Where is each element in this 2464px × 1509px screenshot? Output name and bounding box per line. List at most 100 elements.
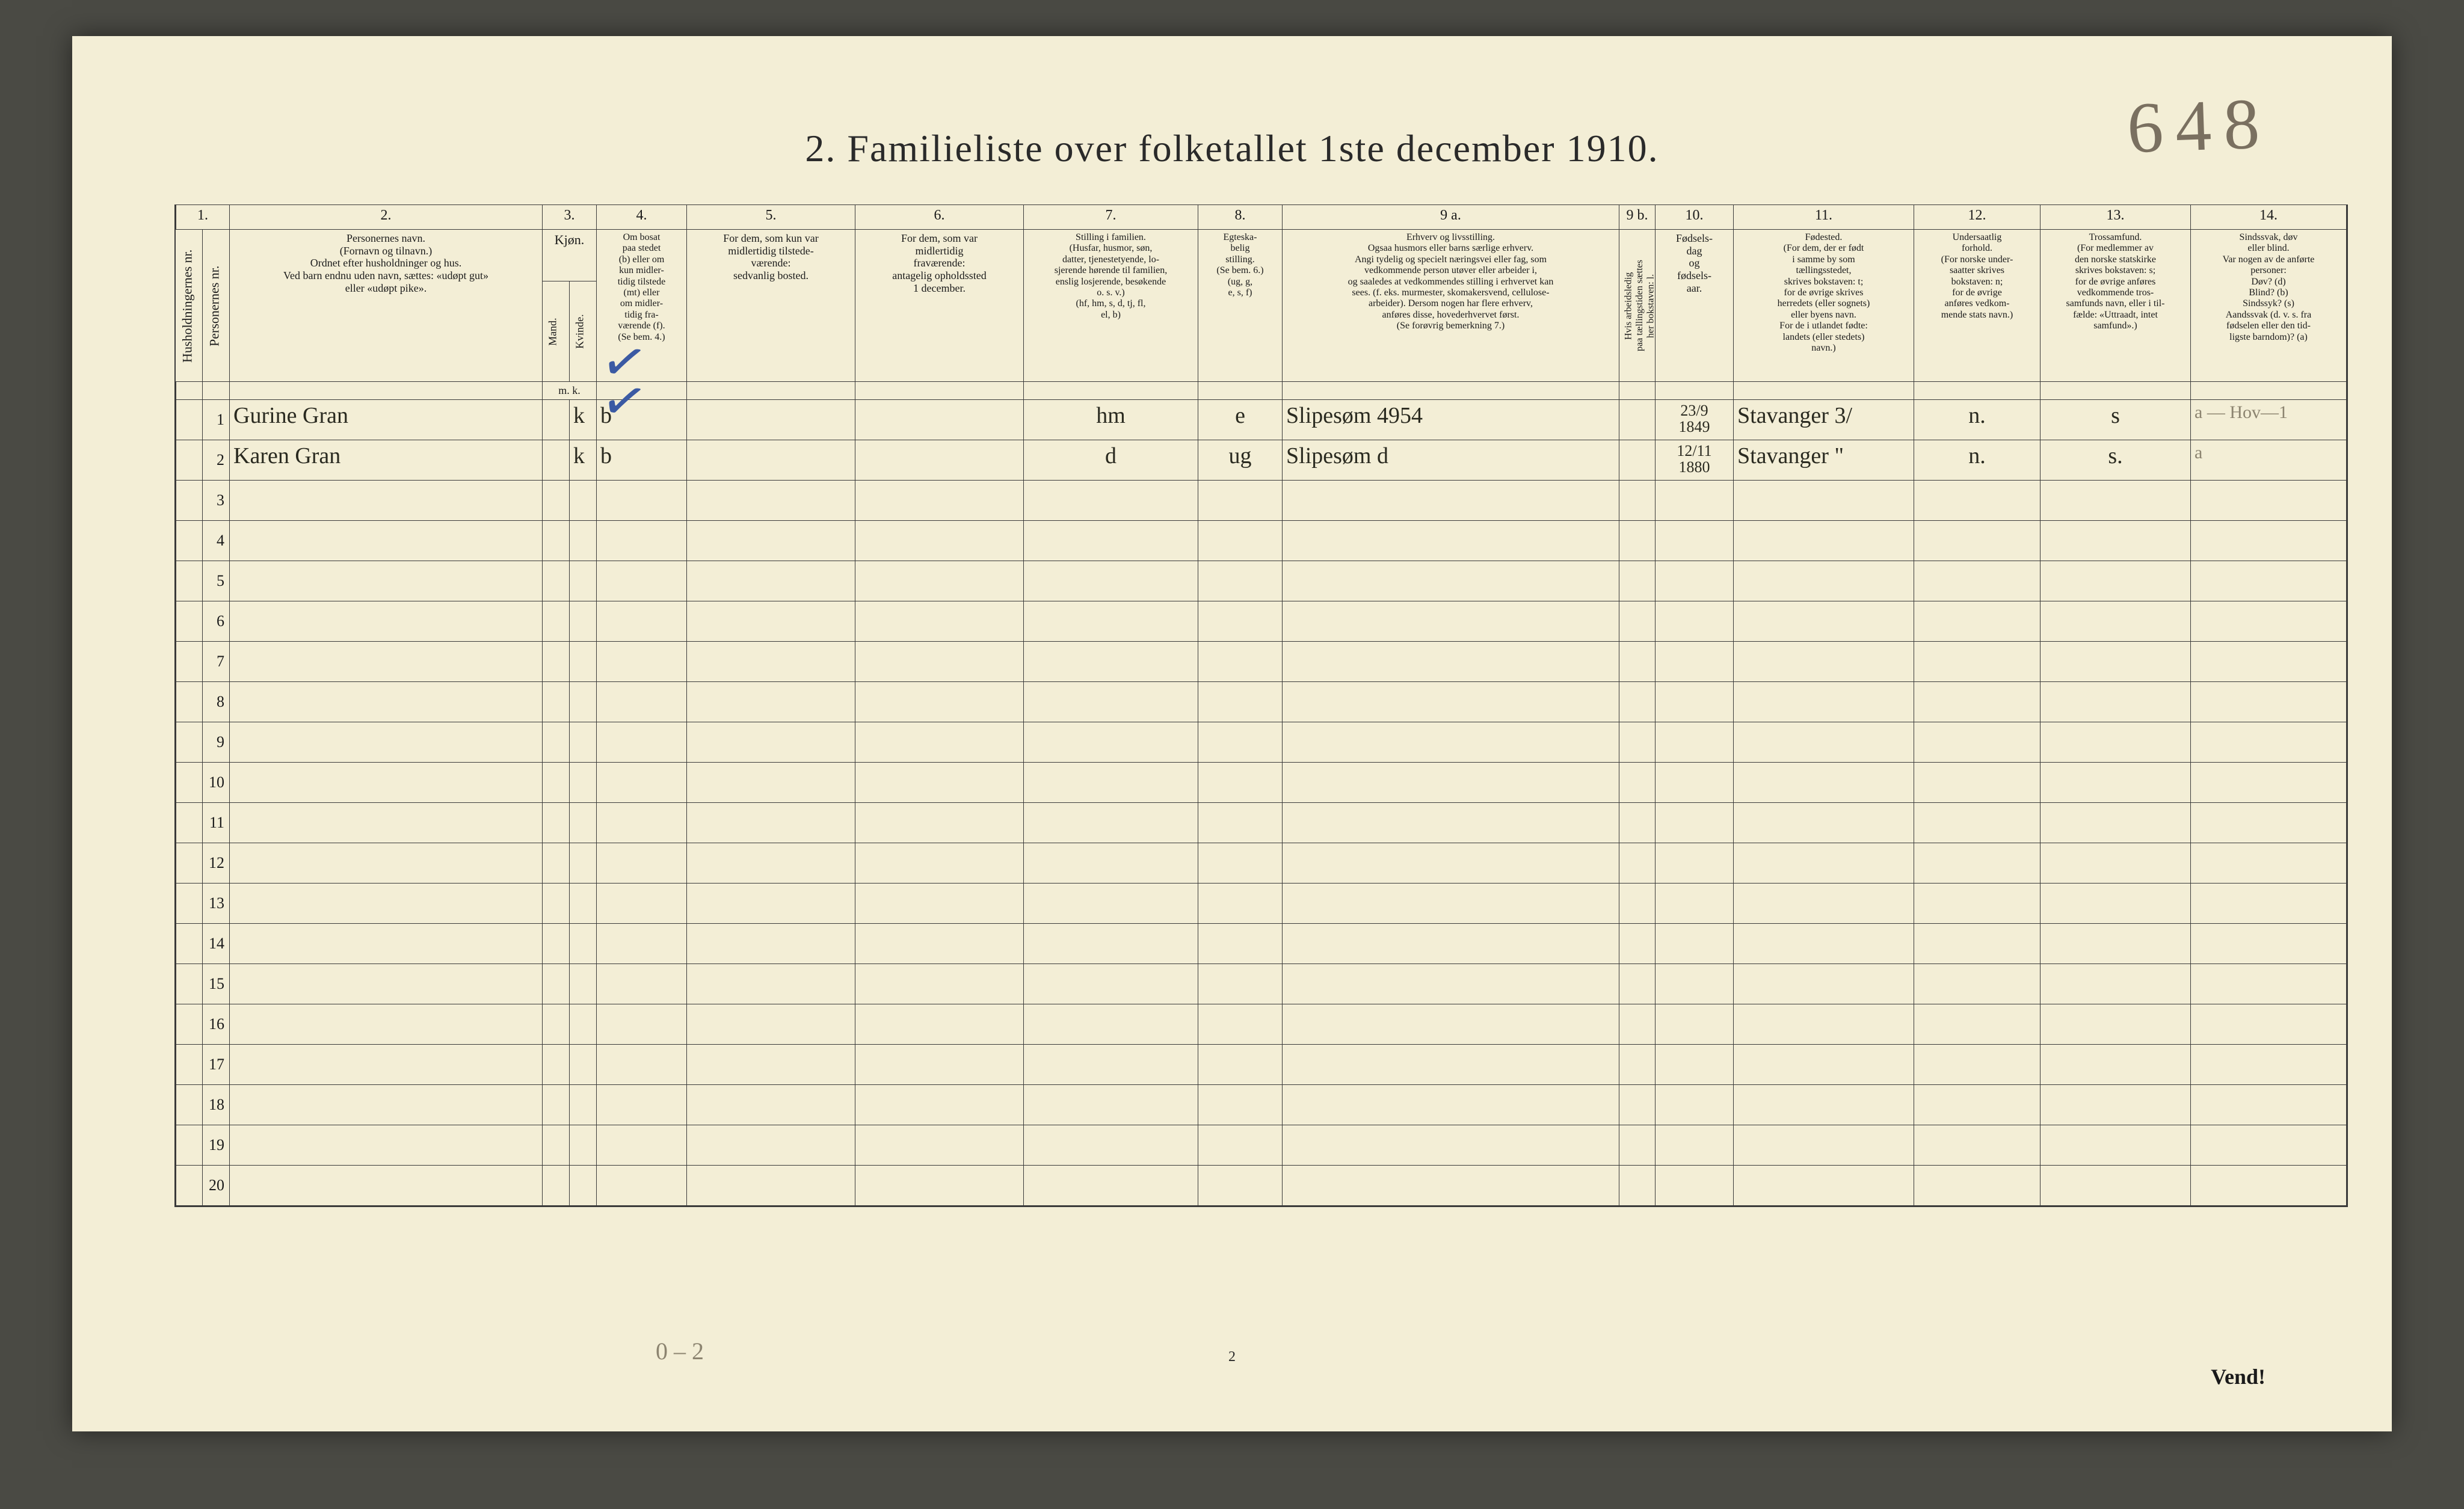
cell-empty: [1914, 1044, 2040, 1084]
colhead-3-sub: m. k.: [543, 382, 597, 400]
cell-kj-m: [543, 399, 570, 440]
cell-empty: [1619, 722, 1656, 762]
cell-empty: [855, 1004, 1024, 1044]
cell-empty: [1656, 1044, 1734, 1084]
colhead-13: Trossamfund. (For medlemmer av den norsk…: [2040, 230, 2191, 382]
cell-empty: [230, 561, 543, 601]
cell-empty: [1198, 681, 1283, 722]
cell-empty: [230, 1084, 543, 1125]
cell-hushold: [176, 762, 203, 802]
cell-empty: [2040, 963, 2191, 1004]
cell-empty: [687, 1004, 855, 1044]
census-table: 1. 2. 3. 4. 5. 6. 7. 8. 9 a. 9 b. 10. 11…: [174, 204, 2292, 1207]
table-row-empty: 16: [176, 1004, 2347, 1044]
cell-hushold: [176, 802, 203, 843]
colhead-7-blank: [1024, 382, 1198, 400]
cell-empty: [855, 923, 1024, 963]
cell-empty: [2040, 601, 2191, 641]
colhead-1b: Personernes nr.: [203, 230, 230, 382]
cell-9a: Slipesøm 4954: [1283, 399, 1619, 440]
cell-empty: [1656, 1125, 1734, 1165]
cell-empty: [597, 762, 687, 802]
colnum-12: 12.: [1914, 205, 2040, 230]
colnum-7: 7.: [1024, 205, 1198, 230]
cell-empty: [230, 601, 543, 641]
cell-empty: [855, 681, 1024, 722]
cell-empty: [543, 1004, 570, 1044]
cell-empty: [687, 601, 855, 641]
cell-empty: [1914, 1084, 2040, 1125]
cell-empty: [543, 1084, 570, 1125]
cell-empty: [855, 601, 1024, 641]
cell-empty: [1283, 641, 1619, 681]
colhead-14-blank: [2191, 382, 2347, 400]
cell-empty: [1198, 1084, 1283, 1125]
cell-empty: [1283, 963, 1619, 1004]
cell-empty: [2040, 923, 2191, 963]
cell-empty: [1914, 722, 2040, 762]
cell-empty: [570, 762, 597, 802]
cell-hushold: [176, 641, 203, 681]
cell-empty: [1914, 883, 2040, 923]
cell-empty: [543, 843, 570, 883]
cell-empty: [1656, 883, 1734, 923]
cell-empty: [855, 520, 1024, 561]
cell-empty: [1734, 561, 1914, 601]
cell-empty: [597, 520, 687, 561]
cell-empty: [1734, 923, 1914, 963]
cell-empty: [1024, 762, 1198, 802]
cell-7: d: [1024, 440, 1198, 480]
cell-empty: [855, 561, 1024, 601]
cell-empty: [1198, 963, 1283, 1004]
cell-bosat: b: [597, 399, 687, 440]
table-row-empty: 18: [176, 1084, 2347, 1125]
cell-empty: [1914, 601, 2040, 641]
cell-empty: [1024, 520, 1198, 561]
cell-8: ug: [1198, 440, 1283, 480]
colhead-1a-blank: [176, 382, 203, 400]
table-row-empty: 4: [176, 520, 2347, 561]
cell-10: 23/9 1849: [1656, 399, 1734, 440]
cell-empty: [2191, 561, 2347, 601]
cell-empty: [1024, 963, 1198, 1004]
cell-empty: [1656, 561, 1734, 601]
cell-11: Stavanger ": [1734, 440, 1914, 480]
cell-empty: [2040, 843, 2191, 883]
cell-empty: [230, 883, 543, 923]
cell-empty: [1619, 883, 1656, 923]
cell-empty: [1734, 1125, 1914, 1165]
cell-personnr: 3: [203, 480, 230, 520]
cell-empty: [687, 1165, 855, 1206]
cell-empty: [1024, 561, 1198, 601]
cell-empty: [1283, 480, 1619, 520]
cell-empty: [2191, 923, 2347, 963]
cell-empty: [1198, 923, 1283, 963]
cell-kj-k: k: [570, 440, 597, 480]
cell-empty: [230, 923, 543, 963]
cell-hushold: [176, 1044, 203, 1084]
cell-personnr: 14: [203, 923, 230, 963]
cell-empty: [1734, 1004, 1914, 1044]
cell-hushold: [176, 1084, 203, 1125]
cell-empty: [687, 923, 855, 963]
cell-empty: [570, 1044, 597, 1084]
colhead-11: Fødested. (For dem, der er født i samme …: [1734, 230, 1914, 382]
cell-name: Karen Gran: [230, 440, 543, 480]
cell-hushold: [176, 722, 203, 762]
cell-empty: [1914, 762, 2040, 802]
cell-personnr: 15: [203, 963, 230, 1004]
cell-empty: [1656, 802, 1734, 843]
cell-empty: [687, 843, 855, 883]
cell-empty: [543, 762, 570, 802]
cell-empty: [543, 802, 570, 843]
colnum-5: 5.: [687, 205, 855, 230]
cell-empty: [1619, 762, 1656, 802]
cell-empty: [1283, 601, 1619, 641]
cell-empty: [1734, 601, 1914, 641]
colnum-8: 8.: [1198, 205, 1283, 230]
cell-empty: [1619, 520, 1656, 561]
cell-empty: [2040, 1044, 2191, 1084]
cell-empty: [2040, 762, 2191, 802]
cell-empty: [543, 480, 570, 520]
cell-empty: [1656, 1084, 1734, 1125]
